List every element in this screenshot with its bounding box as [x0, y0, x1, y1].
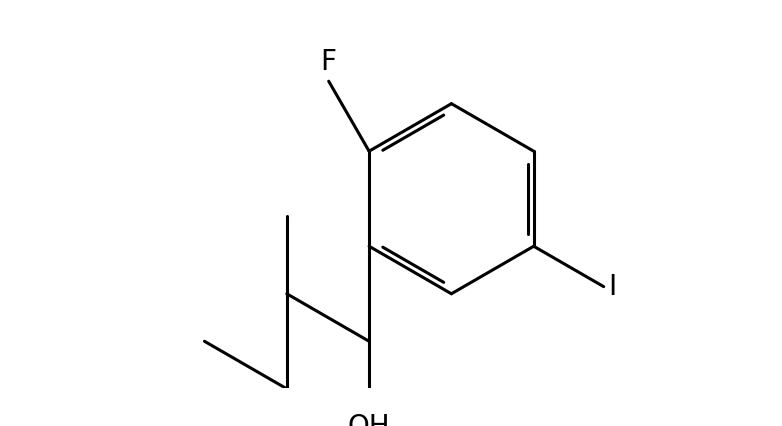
Text: OH: OH: [348, 413, 390, 426]
Text: F: F: [321, 49, 337, 76]
Text: I: I: [608, 273, 617, 301]
